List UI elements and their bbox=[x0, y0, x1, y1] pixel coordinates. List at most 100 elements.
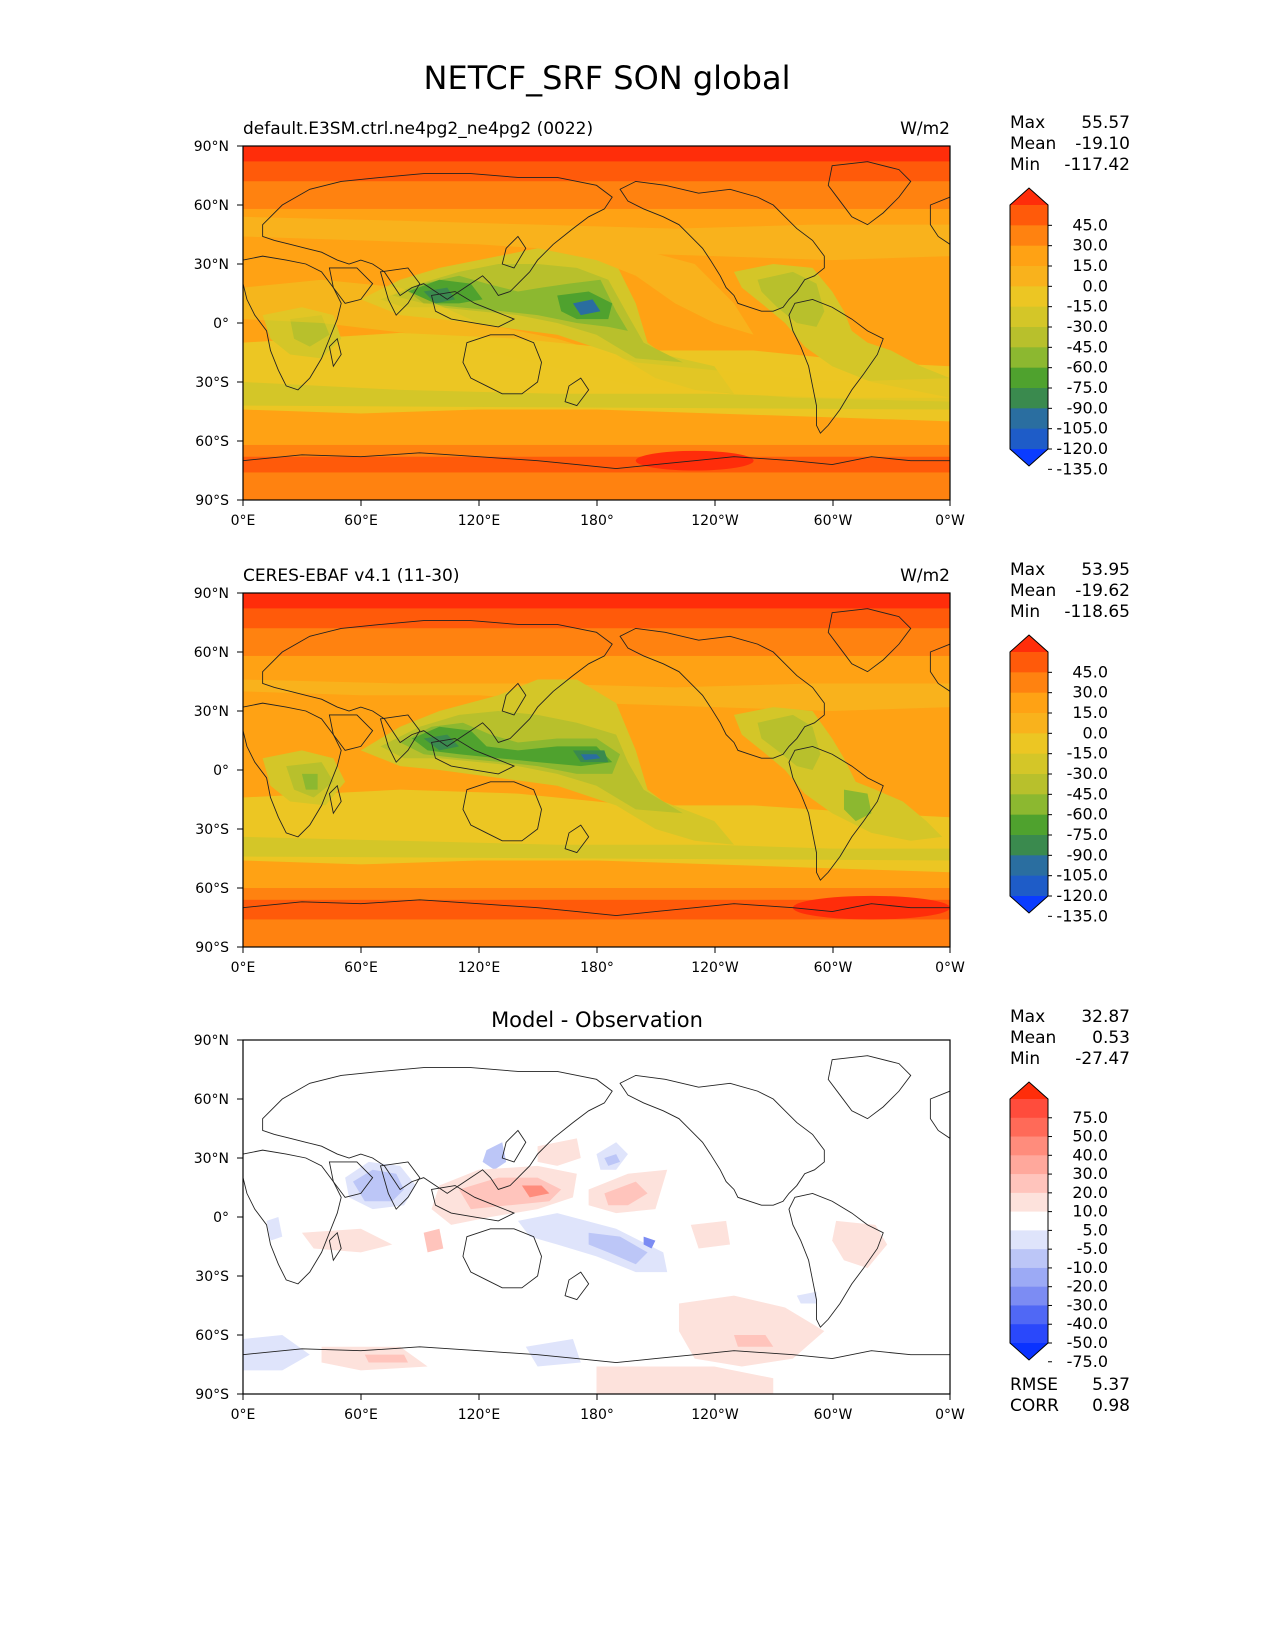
lat-tick-label: 0° bbox=[213, 316, 229, 332]
colorbar-segment bbox=[1010, 692, 1048, 714]
panel-title-center: Model - Observation bbox=[491, 1008, 703, 1032]
colorbar-segment bbox=[1010, 814, 1048, 836]
colorbar-segment bbox=[1010, 1117, 1048, 1138]
colorbar-segment bbox=[1010, 245, 1048, 267]
colorbar-segment bbox=[1010, 1192, 1048, 1213]
lon-tick-label: 60°W bbox=[814, 513, 853, 529]
colorbar-segment bbox=[1010, 713, 1048, 734]
lon-tick-label: 180° bbox=[580, 1407, 614, 1423]
colorbar-segment bbox=[1010, 875, 1048, 897]
colorbar-tick-label: 40.0 bbox=[1072, 1145, 1108, 1164]
colorbar-segment bbox=[1010, 266, 1048, 287]
colorbar-tick-label: 30.0 bbox=[1072, 683, 1108, 702]
colorbar-segment bbox=[1010, 1155, 1048, 1175]
stat-label: CORR bbox=[1010, 1396, 1059, 1416]
panel-model: default.E3SM.ctrl.ne4pg2_ne4pg2 (0022) W… bbox=[194, 113, 1130, 529]
colorbar-extend-min bbox=[1010, 449, 1048, 466]
colorbar-tick-label: -30.0 bbox=[1067, 1295, 1108, 1314]
lon-tick-label: 0°E bbox=[231, 960, 256, 976]
colorbar-tick-label: -30.0 bbox=[1067, 317, 1108, 336]
lat-tick-label: 60°N bbox=[194, 198, 229, 214]
colorbar-segment bbox=[1010, 306, 1048, 328]
panel-title-left: CERES-EBAF v4.1 (11-30) bbox=[243, 566, 459, 586]
lat-tick-label: 60°N bbox=[194, 645, 229, 661]
colorbar-tick-label: -75.0 bbox=[1067, 1352, 1108, 1371]
lon-axis: 0°E 60°E 120°E 180° 120°W 60°W 0°W bbox=[231, 1394, 965, 1423]
colorbar-tick-label: -135.0 bbox=[1056, 906, 1108, 925]
colorbar-tick-label: -120.0 bbox=[1056, 886, 1108, 905]
colorbar: 45.0 30.015.00.0 -15.0-30.0-45.0 -60.0-75.0… bbox=[1009, 187, 1108, 478]
colorbar: 45.0 30.015.00.0 -15.0-30.0-45.0 -60.0-75.0… bbox=[1009, 634, 1108, 925]
lon-tick-label: 0°W bbox=[935, 1407, 965, 1423]
colorbar-segment bbox=[1010, 1286, 1048, 1306]
colorbar-segment bbox=[1010, 388, 1048, 409]
lon-tick-label: 0°E bbox=[231, 513, 256, 529]
colorbar-tick-label: -90.0 bbox=[1067, 845, 1108, 864]
stat-value: 32.87 bbox=[1081, 1007, 1130, 1027]
lat-tick-label: 30°S bbox=[195, 822, 229, 838]
figure-title: NETCF_SRF SON global bbox=[424, 59, 791, 97]
colorbar-segment bbox=[1010, 286, 1048, 308]
colorbar-segment bbox=[1010, 652, 1048, 673]
lon-tick-label: 120°E bbox=[458, 513, 501, 529]
colorbar-tick-label: -20.0 bbox=[1067, 1277, 1108, 1296]
colorbar-tick-label: -5.0 bbox=[1077, 1239, 1108, 1258]
colorbar-segment bbox=[1010, 1267, 1048, 1288]
lat-tick-label: 30°N bbox=[194, 1151, 229, 1167]
lat-axis: 90°N 60°N 30°N 0° 30°S 60°S 90°S bbox=[194, 1033, 243, 1403]
panel-difference: Model - Observation bbox=[194, 1007, 1130, 1423]
map-field bbox=[243, 593, 951, 948]
lat-tick-label: 30°N bbox=[194, 257, 229, 273]
lon-tick-label: 0°W bbox=[935, 960, 965, 976]
colorbar-segment bbox=[1010, 1211, 1048, 1231]
colorbar-segment bbox=[1010, 774, 1048, 795]
lat-axis: 90°N 60°N 30°N 0° 30°S 60°S 90°S bbox=[194, 586, 243, 956]
colorbar-extend-max bbox=[1010, 188, 1048, 205]
colorbar-tick-label: -120.0 bbox=[1056, 439, 1108, 458]
lat-tick-label: 60°S bbox=[195, 1328, 229, 1344]
colorbar-tick-label: 5.0 bbox=[1083, 1220, 1108, 1239]
stat-value: 5.37 bbox=[1092, 1375, 1130, 1395]
stats-box: Max 53.95 Mean -19.62 Min -118.65 bbox=[1010, 560, 1130, 622]
colorbar-segment bbox=[1010, 753, 1048, 775]
lon-tick-label: 120°W bbox=[691, 513, 739, 529]
colorbar-segment bbox=[1010, 428, 1048, 450]
colorbar-tick-label: -90.0 bbox=[1067, 398, 1108, 417]
stat-label: Mean bbox=[1010, 134, 1056, 154]
colorbar-tick-label: -105.0 bbox=[1056, 419, 1108, 438]
colorbar-tick-label: 50.0 bbox=[1072, 1127, 1108, 1146]
map-field bbox=[243, 146, 951, 501]
lon-axis: 0°E 60°E 120°E 180° 120°W 60°W 0°W bbox=[231, 947, 965, 976]
colorbar-tick-label: -75.0 bbox=[1067, 825, 1108, 844]
lon-axis: 0°E 60°E 120°E 180° 120°W 60°W 0°W bbox=[231, 500, 965, 529]
lon-tick-label: 60°W bbox=[814, 1407, 853, 1423]
colorbar-tick-label: -60.0 bbox=[1067, 358, 1108, 377]
stat-value: 53.95 bbox=[1081, 560, 1130, 580]
colorbar-segment bbox=[1010, 225, 1048, 247]
map-field bbox=[243, 1040, 951, 1395]
colorbar-segment bbox=[1010, 347, 1048, 369]
lat-tick-label: 90°N bbox=[194, 139, 229, 155]
colorbar-tick-label: 30.0 bbox=[1072, 236, 1108, 255]
panel-units: W/m2 bbox=[900, 119, 950, 139]
colorbar-tick-label: -105.0 bbox=[1056, 866, 1108, 885]
stat-value: -19.10 bbox=[1075, 134, 1130, 154]
stat-label: Mean bbox=[1010, 581, 1056, 601]
colorbar-tick-label: -10.0 bbox=[1067, 1258, 1108, 1277]
colorbar-tick-label: 10.0 bbox=[1072, 1202, 1108, 1221]
stat-label: Max bbox=[1010, 1007, 1045, 1027]
stat-value: -117.42 bbox=[1064, 155, 1130, 175]
lat-tick-label: 60°S bbox=[195, 434, 229, 450]
lon-tick-label: 60°E bbox=[344, 513, 378, 529]
lat-tick-label: 90°N bbox=[194, 586, 229, 602]
stat-value: 0.53 bbox=[1092, 1028, 1130, 1048]
colorbar-segment bbox=[1010, 835, 1048, 856]
colorbar-tick-label: -30.0 bbox=[1067, 764, 1108, 783]
lon-tick-label: 120°E bbox=[458, 1407, 501, 1423]
colorbar-extend-max bbox=[1010, 1082, 1048, 1099]
colorbar-tick-label: 45.0 bbox=[1072, 662, 1108, 681]
stat-label: Min bbox=[1010, 602, 1040, 622]
colorbar-tick-label: 0.0 bbox=[1083, 723, 1108, 742]
colorbar-tick-label: -45.0 bbox=[1067, 784, 1108, 803]
lon-tick-label: 120°W bbox=[691, 1407, 739, 1423]
